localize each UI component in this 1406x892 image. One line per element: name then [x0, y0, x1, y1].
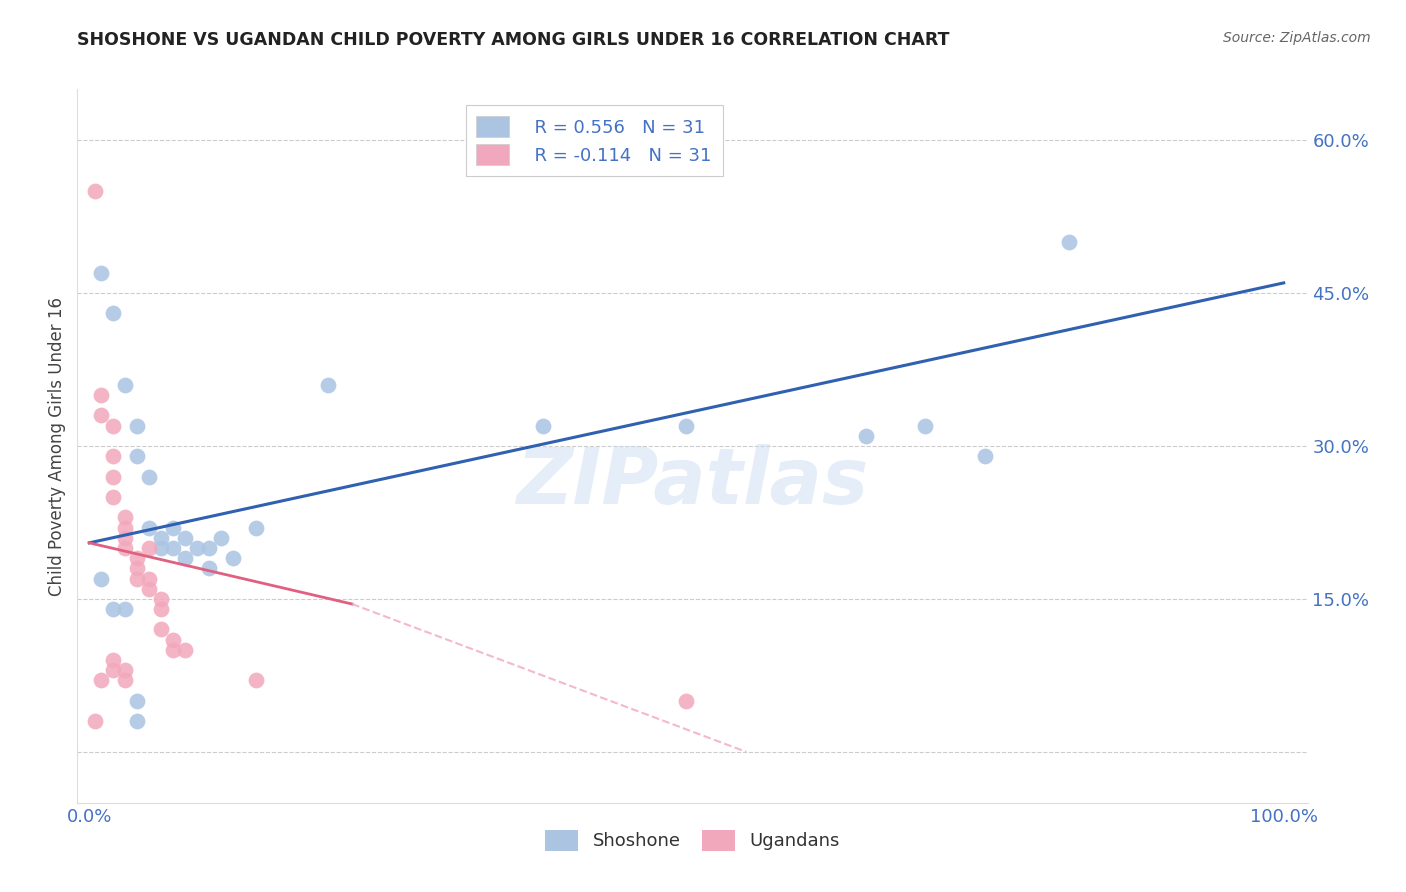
Point: [221, 551, 243, 566]
Point: [197, 541, 219, 555]
Point: [101, 490, 124, 504]
Point: [114, 663, 136, 677]
Point: [162, 541, 184, 555]
Point: [90, 673, 112, 688]
Point: [138, 582, 160, 596]
Point: [914, 418, 936, 433]
Point: [186, 541, 208, 555]
Point: [162, 643, 184, 657]
Point: [101, 306, 124, 320]
Point: [245, 673, 267, 688]
Point: [125, 714, 148, 729]
Text: SHOSHONE VS UGANDAN CHILD POVERTY AMONG GIRLS UNDER 16 CORRELATION CHART: SHOSHONE VS UGANDAN CHILD POVERTY AMONG …: [77, 31, 950, 49]
Point: [149, 531, 172, 545]
Point: [675, 694, 697, 708]
Point: [197, 561, 219, 575]
Point: [138, 469, 160, 483]
Point: [90, 572, 112, 586]
Point: [1057, 235, 1080, 249]
Point: [138, 541, 160, 555]
Point: [101, 449, 124, 463]
Point: [209, 531, 232, 545]
Point: [125, 418, 148, 433]
Point: [173, 531, 195, 545]
Point: [114, 541, 136, 555]
Point: [114, 531, 136, 545]
Point: [245, 520, 267, 534]
Point: [101, 418, 124, 433]
Point: [90, 409, 112, 423]
Point: [531, 418, 554, 433]
Point: [125, 449, 148, 463]
Point: [84, 184, 107, 198]
Point: [101, 469, 124, 483]
Point: [149, 602, 172, 616]
Point: [114, 602, 136, 616]
Point: [149, 623, 172, 637]
Text: ZIPatlas: ZIPatlas: [516, 443, 869, 520]
Point: [162, 520, 184, 534]
Point: [101, 663, 124, 677]
Point: [125, 694, 148, 708]
Point: [149, 591, 172, 606]
Point: [114, 520, 136, 534]
Y-axis label: Child Poverty Among Girls Under 16: Child Poverty Among Girls Under 16: [48, 296, 66, 596]
Point: [101, 602, 124, 616]
Point: [101, 653, 124, 667]
Point: [114, 377, 136, 392]
Point: [125, 561, 148, 575]
Point: [149, 541, 172, 555]
Point: [84, 714, 107, 729]
Point: [125, 551, 148, 566]
Point: [855, 429, 877, 443]
Point: [173, 643, 195, 657]
Point: [125, 572, 148, 586]
Point: [114, 510, 136, 524]
Point: [138, 520, 160, 534]
Point: [90, 266, 112, 280]
Point: [90, 388, 112, 402]
Text: Source: ZipAtlas.com: Source: ZipAtlas.com: [1223, 31, 1371, 45]
Legend: Shoshone, Ugandans: Shoshone, Ugandans: [538, 822, 846, 858]
Point: [138, 572, 160, 586]
Point: [974, 449, 997, 463]
Point: [173, 551, 195, 566]
Point: [675, 418, 697, 433]
Point: [162, 632, 184, 647]
Point: [114, 673, 136, 688]
Point: [316, 377, 339, 392]
